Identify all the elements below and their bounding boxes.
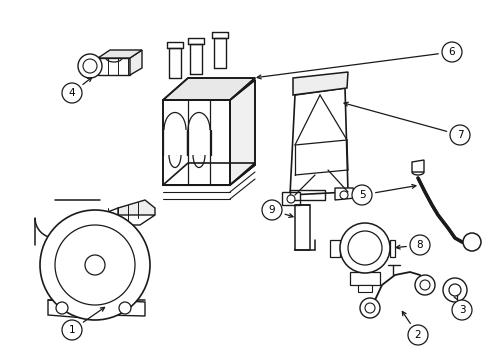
Circle shape bbox=[359, 298, 379, 318]
Circle shape bbox=[462, 233, 480, 251]
Text: 1: 1 bbox=[68, 325, 75, 335]
Circle shape bbox=[62, 83, 82, 103]
Circle shape bbox=[55, 225, 135, 305]
Circle shape bbox=[83, 59, 97, 73]
Polygon shape bbox=[334, 188, 354, 200]
Circle shape bbox=[78, 54, 102, 78]
Polygon shape bbox=[48, 300, 85, 318]
Text: 8: 8 bbox=[416, 240, 423, 250]
Circle shape bbox=[451, 300, 471, 320]
Text: 9: 9 bbox=[268, 205, 275, 215]
Text: 6: 6 bbox=[448, 47, 454, 57]
Polygon shape bbox=[411, 160, 423, 172]
Text: 4: 4 bbox=[68, 88, 75, 98]
Polygon shape bbox=[329, 240, 339, 257]
Circle shape bbox=[286, 195, 294, 203]
Text: 2: 2 bbox=[414, 330, 421, 340]
Circle shape bbox=[364, 303, 374, 313]
Circle shape bbox=[339, 223, 389, 273]
Circle shape bbox=[40, 210, 150, 320]
Polygon shape bbox=[357, 285, 371, 292]
Polygon shape bbox=[289, 88, 347, 195]
Polygon shape bbox=[100, 208, 155, 225]
Circle shape bbox=[85, 255, 105, 275]
Circle shape bbox=[347, 231, 381, 265]
Polygon shape bbox=[349, 272, 379, 285]
Polygon shape bbox=[118, 200, 155, 215]
Circle shape bbox=[262, 200, 282, 220]
Polygon shape bbox=[389, 240, 394, 257]
Circle shape bbox=[449, 125, 469, 145]
Circle shape bbox=[448, 284, 460, 296]
Circle shape bbox=[414, 275, 434, 295]
Circle shape bbox=[56, 302, 68, 314]
Polygon shape bbox=[282, 192, 299, 205]
Polygon shape bbox=[163, 78, 254, 100]
Circle shape bbox=[62, 320, 82, 340]
Circle shape bbox=[409, 235, 429, 255]
Polygon shape bbox=[98, 58, 130, 75]
Polygon shape bbox=[105, 300, 145, 316]
Polygon shape bbox=[292, 72, 347, 95]
Circle shape bbox=[119, 302, 131, 314]
Text: 3: 3 bbox=[458, 305, 465, 315]
Circle shape bbox=[339, 191, 347, 199]
Circle shape bbox=[407, 325, 427, 345]
Polygon shape bbox=[130, 50, 142, 75]
Polygon shape bbox=[229, 80, 254, 185]
Polygon shape bbox=[98, 50, 142, 58]
Circle shape bbox=[419, 280, 429, 290]
Text: 5: 5 bbox=[358, 190, 365, 200]
Text: 7: 7 bbox=[456, 130, 462, 140]
Circle shape bbox=[442, 278, 466, 302]
Polygon shape bbox=[163, 100, 229, 185]
Circle shape bbox=[441, 42, 461, 62]
Circle shape bbox=[351, 185, 371, 205]
